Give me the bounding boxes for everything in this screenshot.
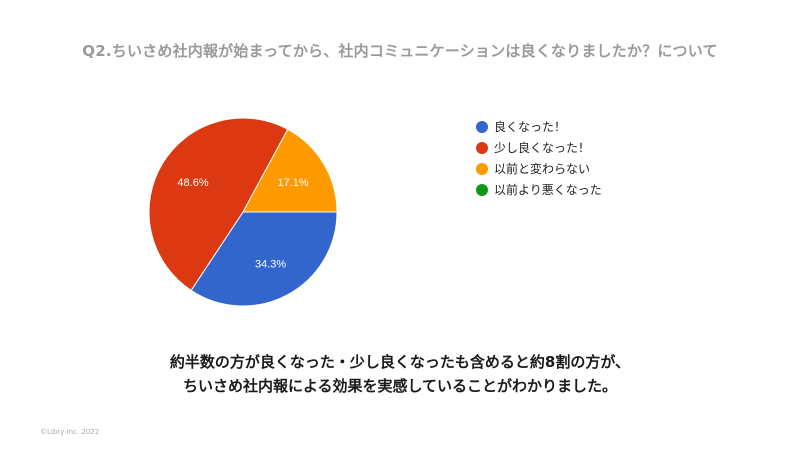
legend-swatch-icon <box>476 183 488 196</box>
summary-line-2: ちいさめ社内報による効果を実感していることがわかりました。 <box>182 377 618 395</box>
pie-slice <box>148 117 289 292</box>
slice-label: 34.3% <box>255 258 286 270</box>
legend-label: 良くなった！ <box>494 120 567 134</box>
legend-item: 少し良くなった！ <box>476 137 602 158</box>
legend-item: 良くなった！ <box>476 116 602 137</box>
legend-label: 以前より悪くなった <box>494 183 602 197</box>
summary-line-1: 約半数の方が良くなった・少し良くなったも含めると約8割の方が、 <box>169 353 631 371</box>
slice-label: 48.6% <box>177 177 208 189</box>
legend-swatch-icon <box>476 162 488 175</box>
copyright-footer: ©Libry Inc. 2022 <box>40 428 100 436</box>
chart-legend: 良くなった！ 少し良くなった！ 以前と変わらない 以前より悪くなった <box>476 116 602 200</box>
chart-title: Q2.ちいさめ社内報が始まってから、社内コミュニケーションは良くなりましたか？に… <box>82 42 718 60</box>
pie-chart: 34.3% 48.6% 17.1% <box>148 117 338 307</box>
slice-label: 17.1% <box>277 177 308 189</box>
legend-label: 少し良くなった！ <box>494 141 591 155</box>
legend-swatch-icon <box>476 120 488 133</box>
legend-label: 以前と変わらない <box>494 162 591 176</box>
legend-item: 以前より悪くなった <box>476 179 602 200</box>
pie-slice <box>242 128 338 213</box>
legend-swatch-icon <box>476 141 488 154</box>
legend-item: 以前と変わらない <box>476 158 602 179</box>
summary-text: 約半数の方が良くなった・少し良くなったも含めると約8割の方が、 ちいさめ社内報に… <box>0 350 800 398</box>
